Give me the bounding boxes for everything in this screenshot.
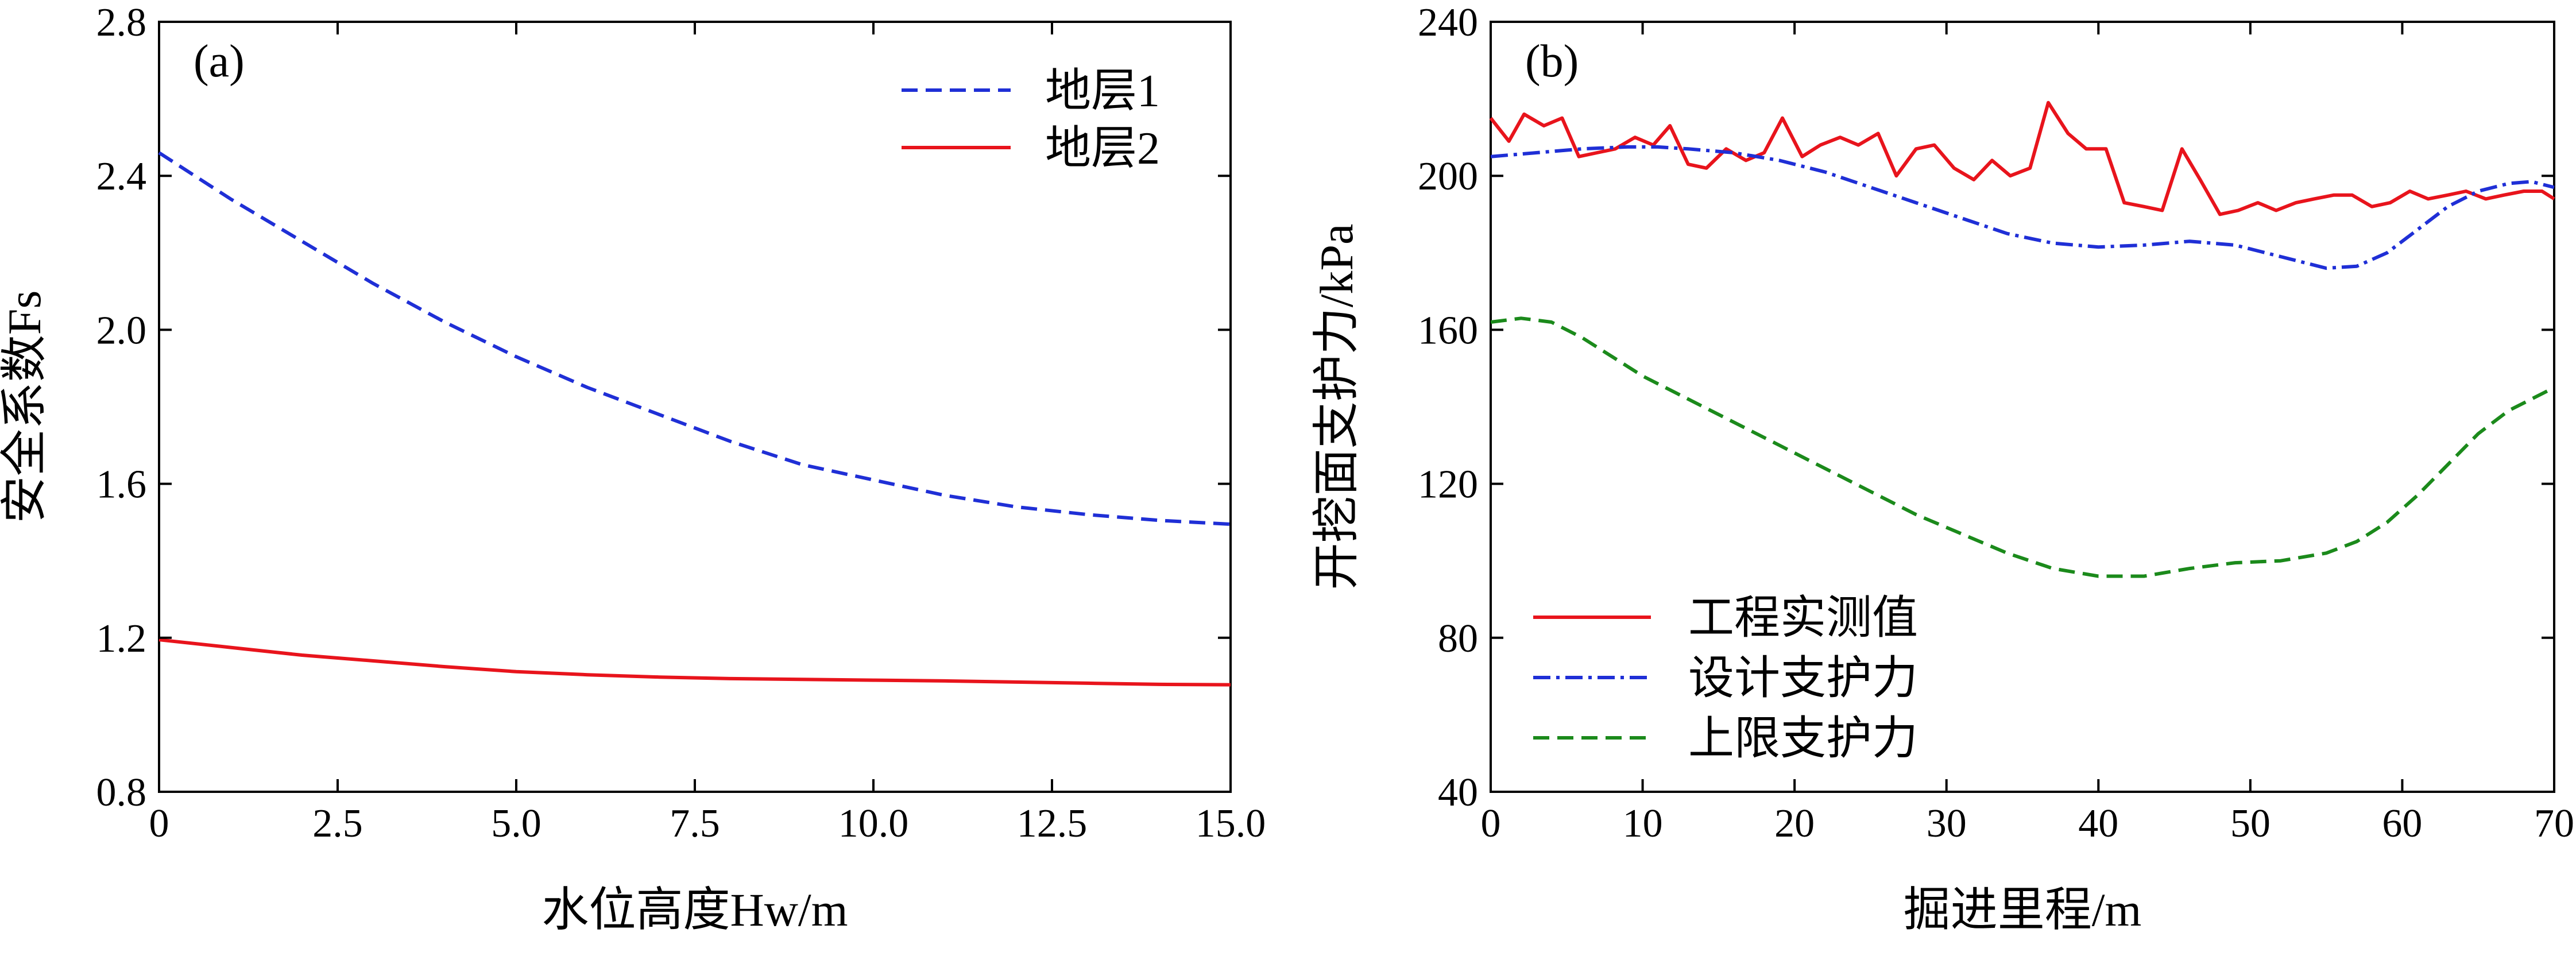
panel-b: 0 10 20 30 40 50 60 70 40 80 120 160 200 240 (b) 掘进里程/m… bbox=[1310, 1, 2574, 936]
y-tick-label: 120 bbox=[1418, 463, 1478, 507]
legend-label: 设计支护力 bbox=[1688, 653, 1918, 704]
x-tick-label: 7.5 bbox=[670, 802, 720, 846]
x-tick-label: 70 bbox=[2534, 802, 2574, 846]
legend-label: 地层2 bbox=[1045, 123, 1160, 174]
series-line-1 bbox=[158, 151, 1231, 526]
x-tick-label: 0 bbox=[149, 802, 169, 846]
y-tick-label: 160 bbox=[1418, 308, 1478, 353]
x-axis-label: 掘进里程/m bbox=[1904, 884, 2142, 936]
legend-label: 工程实测值 bbox=[1688, 593, 1918, 644]
panel-label: (b) bbox=[1525, 36, 1579, 87]
x-tick-label: 20 bbox=[1774, 802, 1815, 846]
x-tick-label: 12.5 bbox=[1017, 802, 1088, 846]
x-axis-label: 水位高度Hw/m bbox=[541, 884, 848, 936]
x-tick-label: 2.5 bbox=[312, 802, 363, 846]
legend-label: 上限支护力 bbox=[1688, 714, 1918, 764]
legend-label: 地层1 bbox=[1045, 66, 1160, 117]
y-axis-label: 开挖面支护力/kPa bbox=[1310, 224, 1363, 590]
series-line-1 bbox=[1489, 100, 2555, 216]
y-tick-label: 2.4 bbox=[96, 154, 147, 199]
x-tick-label: 40 bbox=[2078, 802, 2118, 846]
y-tick-label: 1.6 bbox=[96, 463, 147, 507]
x-tick-label: 10.0 bbox=[838, 802, 909, 846]
y-axis-label: 安全系数Fs bbox=[0, 291, 51, 524]
y-tick-label: 1.2 bbox=[96, 617, 147, 661]
y-tick-label: 240 bbox=[1418, 1, 1478, 45]
panel-a: 0 2.5 5.0 7.5 10.0 12.5 15.0 0.8 1.2 1.6 2.0 2.4 2.8… bbox=[0, 1, 1266, 936]
y-tick-label: 200 bbox=[1418, 154, 1478, 199]
series-line-3 bbox=[1490, 316, 2555, 578]
panel-label: (a) bbox=[194, 36, 245, 87]
y-tick-label: 80 bbox=[1438, 617, 1478, 661]
x-tick-label: 10 bbox=[1623, 802, 1663, 846]
x-tick-label: 50 bbox=[2230, 802, 2271, 846]
x-tick-label: 15.0 bbox=[1196, 802, 1266, 846]
y-tick-label: 40 bbox=[1438, 771, 1478, 815]
x-tick-label: 5.0 bbox=[491, 802, 541, 846]
y-tick-label: 2.8 bbox=[96, 1, 147, 45]
x-tick-label: 30 bbox=[1927, 802, 1967, 846]
y-tick-label: 2.0 bbox=[96, 308, 147, 353]
series-line-2 bbox=[1490, 145, 2555, 270]
x-tick-label: 60 bbox=[2382, 802, 2422, 846]
x-tick-label: 0 bbox=[1481, 802, 1501, 846]
plot-frame bbox=[1490, 21, 2555, 793]
y-tick-label: 0.8 bbox=[96, 771, 147, 815]
series-line-2 bbox=[158, 638, 1231, 687]
